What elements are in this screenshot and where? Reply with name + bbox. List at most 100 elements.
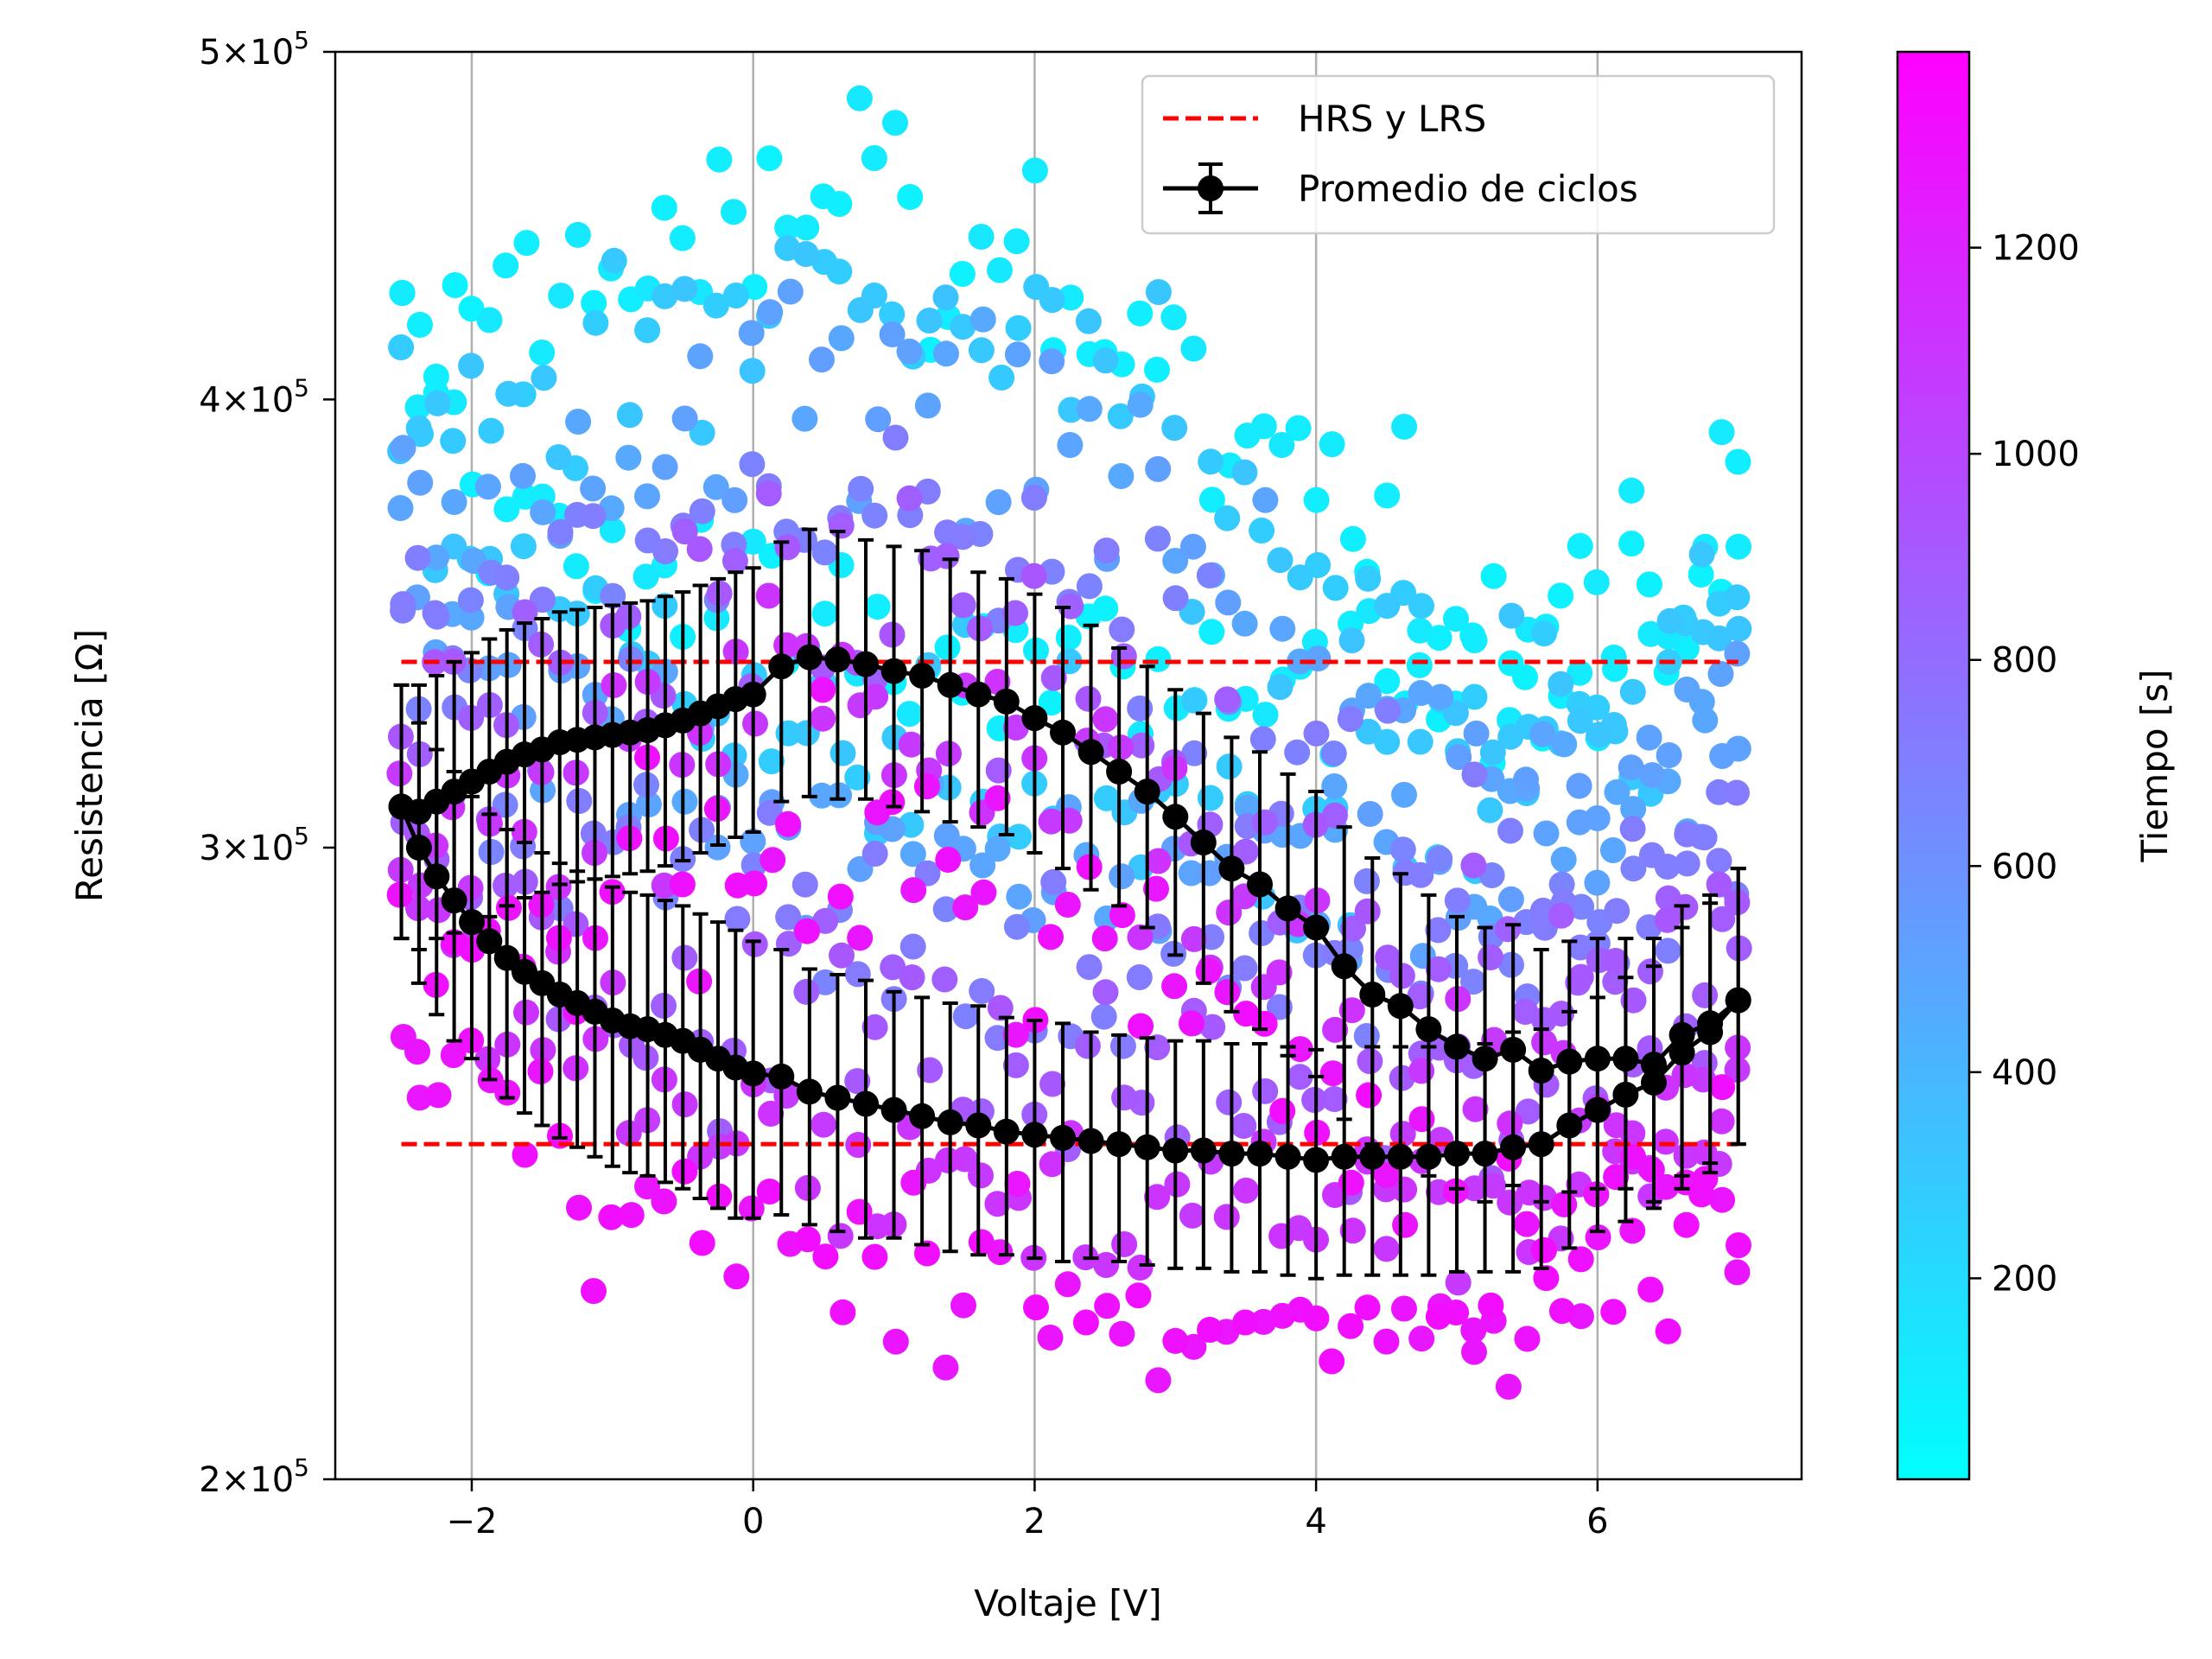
scatter-point — [1268, 432, 1295, 458]
scatter-point — [512, 599, 538, 626]
avg-marker — [1387, 993, 1414, 1020]
y-axis: 5×105 4×105 3×105 2×105 — [199, 26, 335, 1500]
scatter-point — [1373, 1328, 1400, 1355]
scatter-point — [1322, 802, 1348, 829]
scatter-point — [810, 677, 836, 703]
scatter-point — [1091, 925, 1118, 952]
avg-marker — [1274, 895, 1301, 922]
scatter-point — [1480, 563, 1507, 589]
scatter-point — [1322, 1016, 1349, 1043]
scatter-point — [405, 415, 432, 442]
scatter-point — [846, 1198, 873, 1225]
scatter-point — [810, 705, 836, 732]
scatter-point — [580, 503, 607, 530]
legend: HRS y LRS Promedio de ciclos — [1141, 74, 1776, 235]
scatter-point — [949, 261, 976, 287]
avg-marker — [1612, 1046, 1639, 1072]
scatter-point — [547, 518, 574, 545]
scatter-point — [1038, 924, 1064, 950]
avg-marker — [796, 1078, 823, 1105]
scatter-point — [1127, 924, 1154, 950]
scatter-point — [1724, 1259, 1751, 1286]
scatter-point — [1179, 533, 1206, 560]
scatter-points — [386, 85, 1752, 1400]
scatter-point — [1356, 1082, 1382, 1109]
scatter-point — [390, 591, 416, 618]
scatter-point — [1215, 589, 1242, 616]
scatter-point — [933, 543, 960, 569]
scatter-point — [1427, 845, 1453, 872]
scatter-point — [1602, 948, 1629, 974]
scatter-point — [1196, 563, 1223, 588]
avg-marker — [1021, 1122, 1048, 1148]
scatter-point — [1620, 855, 1647, 882]
scatter-point — [476, 307, 503, 334]
scatter-point — [704, 834, 731, 861]
scatter-point — [1446, 744, 1472, 771]
scatter-point — [1671, 1062, 1698, 1089]
scatter-point — [634, 317, 661, 344]
scatter-point — [1337, 706, 1363, 733]
scatter-point — [896, 338, 923, 365]
scatter-point — [1533, 820, 1560, 847]
scatter-point — [1252, 1077, 1279, 1104]
scatter-point — [1389, 836, 1416, 863]
scatter-point — [548, 283, 575, 309]
scatter-point — [1408, 680, 1434, 706]
scatter-point — [1479, 739, 1506, 766]
scatter-point — [1407, 728, 1433, 755]
scatter-point — [1039, 348, 1065, 375]
avg-marker — [880, 658, 907, 684]
scatter-point — [1355, 718, 1382, 745]
scatter-point — [1461, 683, 1488, 710]
scatter-point — [1303, 486, 1330, 513]
scatter-point — [1497, 723, 1524, 750]
scatter-point — [1445, 1269, 1471, 1296]
colorbar-tick-label: 1000 — [1992, 435, 2080, 474]
avg-marker — [1106, 759, 1133, 785]
scatter-point — [1338, 1169, 1364, 1196]
scatter-point — [1178, 860, 1205, 887]
avg-marker — [768, 1063, 795, 1090]
scatter-point — [1232, 1309, 1259, 1336]
scatter-point — [1373, 1161, 1400, 1188]
scatter-point — [1181, 740, 1208, 766]
scatter-point — [1706, 871, 1732, 898]
scatter-point — [968, 224, 995, 250]
scatter-point — [861, 145, 887, 171]
scatter-point — [1391, 1295, 1417, 1322]
scatter-point — [896, 701, 923, 728]
scatter-point — [474, 474, 501, 500]
scatter-point — [530, 499, 556, 525]
scatter-point — [1354, 898, 1381, 925]
scatter-point — [861, 1243, 888, 1270]
scatter-point — [914, 1240, 940, 1267]
scatter-point — [582, 309, 609, 336]
scatter-point — [1726, 615, 1752, 642]
scatter-point — [985, 489, 1012, 516]
scatter-point — [1109, 1320, 1135, 1347]
avg-marker — [1303, 914, 1330, 941]
scatter-point — [1093, 785, 1120, 811]
avg-marker — [796, 644, 823, 671]
scatter-point — [970, 879, 997, 906]
scatter-point — [879, 301, 906, 327]
scatter-point — [794, 918, 820, 944]
scatter-point — [1284, 739, 1311, 766]
scatter-point — [861, 1014, 888, 1040]
scatter-point — [1285, 415, 1312, 442]
scatter-point — [457, 587, 484, 613]
scatter-point — [1093, 1252, 1120, 1278]
colorbar-tick-label: 200 — [1992, 1259, 2057, 1299]
scatter-point — [828, 512, 855, 539]
scatter-point — [1567, 963, 1594, 990]
scatter-point — [934, 634, 961, 661]
scatter-point — [1111, 1084, 1138, 1111]
scatter-point — [671, 276, 698, 302]
scatter-point — [1460, 852, 1487, 879]
scatter-point — [495, 894, 522, 921]
scatter-point — [1618, 754, 1644, 781]
avg-marker — [740, 1060, 766, 1087]
avg-marker — [1077, 1128, 1104, 1154]
avg-marker — [1415, 1016, 1442, 1043]
